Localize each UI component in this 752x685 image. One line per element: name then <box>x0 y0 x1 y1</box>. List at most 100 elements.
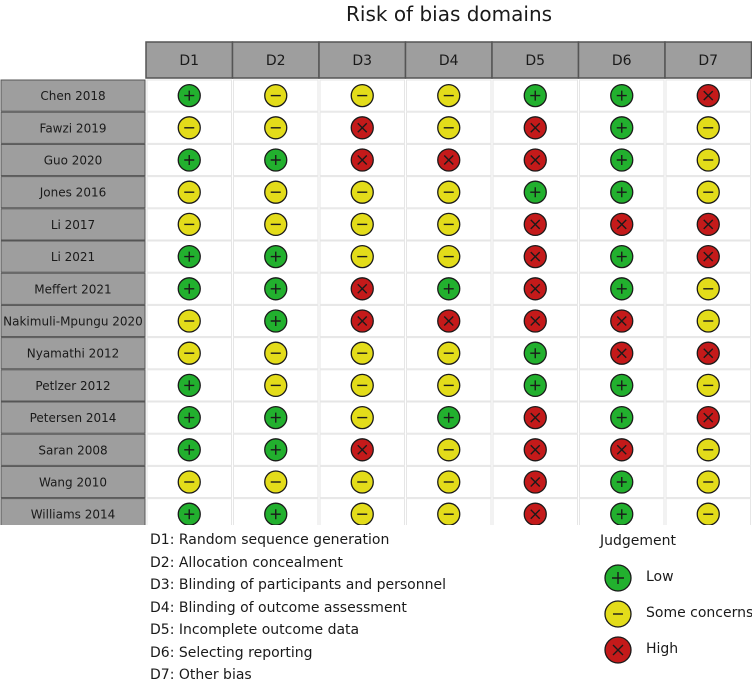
study-label-box <box>0 208 146 241</box>
plus-icon <box>530 380 541 391</box>
cross-icon <box>703 251 714 262</box>
legend-label-low: Low <box>646 569 674 585</box>
study-label: Nyamathi 2012 <box>27 347 119 361</box>
cross-icon <box>703 219 714 230</box>
study-label-box <box>0 143 146 177</box>
study-label: Fawzi 2019 <box>40 121 107 135</box>
plus-icon <box>270 412 281 423</box>
cross-icon <box>616 219 627 230</box>
domain-definition: D4: Blinding of outcome assessment <box>150 599 407 616</box>
plus-icon <box>270 509 281 520</box>
cross-icon <box>530 219 541 230</box>
study-label: Petlzer 2012 <box>35 379 110 393</box>
study-label: Chen 2018 <box>40 89 105 103</box>
cross-icon <box>443 316 454 326</box>
domain-header-6 <box>577 41 666 79</box>
domain-header-label: D5 <box>525 53 545 69</box>
plus-icon <box>184 509 195 520</box>
study-label-box <box>0 304 146 338</box>
domain-header-label: D2 <box>266 53 286 69</box>
cross-icon <box>443 155 454 165</box>
plus-icon <box>184 283 195 294</box>
cross-icon <box>530 444 541 455</box>
study-label-box <box>0 433 146 466</box>
domain-header-2 <box>231 41 320 79</box>
cross-icon <box>357 283 368 294</box>
study-label-box <box>0 111 146 144</box>
domain-header-4 <box>404 41 493 79</box>
plus-icon <box>270 155 281 165</box>
domain-definition: D1: Random sequence generation <box>150 532 390 548</box>
study-label: Li 2017 <box>51 218 95 232</box>
plus-icon <box>616 122 627 133</box>
study-label: Wang 2010 <box>39 476 107 490</box>
legend-label-high: High <box>646 641 679 657</box>
study-label-box <box>0 369 146 402</box>
cross-icon <box>530 283 541 294</box>
cross-icon <box>530 477 541 487</box>
cross-icon <box>616 444 627 455</box>
chart-title: Risk of bias domains <box>346 2 553 26</box>
study-label-box <box>0 240 146 273</box>
plus-icon <box>616 155 627 165</box>
legend-title: Judgement <box>600 533 677 549</box>
legend-swatch-low <box>604 564 632 592</box>
study-label-box <box>0 401 146 434</box>
plus-icon <box>443 412 454 423</box>
study-label: Nakimuli-Mpungu 2020 <box>3 315 143 329</box>
domain-definition: D2: Allocation concealment <box>150 554 343 571</box>
plus-icon <box>184 90 195 101</box>
plus-icon <box>530 90 541 101</box>
study-label-box <box>0 79 146 112</box>
domain-header-label: D6 <box>612 53 632 69</box>
cross-icon <box>530 251 541 262</box>
plus-icon <box>530 348 541 359</box>
domain-definition: D7: Other bias <box>150 667 252 683</box>
plus-icon <box>184 444 195 455</box>
study-label: Guo 2020 <box>44 154 103 168</box>
plus-icon <box>184 412 195 423</box>
study-label-box <box>0 465 146 499</box>
cross-icon <box>616 348 627 359</box>
cross-icon <box>357 155 368 165</box>
cross-icon <box>530 509 541 520</box>
cross-icon <box>616 316 627 326</box>
study-label: Meffert 2021 <box>34 282 111 296</box>
cross-icon <box>357 316 368 326</box>
plus-icon <box>616 509 627 520</box>
domain-definition: D3: Blinding of participants and personn… <box>150 577 446 593</box>
study-label-box <box>0 272 146 305</box>
cross-icon <box>530 412 541 423</box>
domain-header-3 <box>318 41 407 79</box>
plus-icon <box>184 155 195 165</box>
cross-icon <box>703 348 714 359</box>
plus-icon <box>270 251 281 262</box>
cross-icon <box>530 316 541 326</box>
cross-icon <box>357 444 368 455</box>
study-label: Petersen 2014 <box>30 411 117 425</box>
legend-label-some: Some concerns <box>646 605 752 621</box>
plus-icon <box>616 477 627 487</box>
plus-icon <box>616 380 627 391</box>
plus-icon <box>184 251 195 262</box>
cross-icon <box>703 90 714 101</box>
study-label: Jones 2016 <box>39 186 106 200</box>
plus-icon <box>270 283 281 294</box>
domain-header-label: D3 <box>352 53 372 69</box>
legend-swatch-high <box>604 636 632 664</box>
plus-icon <box>616 412 627 423</box>
cross-icon <box>703 412 714 423</box>
study-label-box <box>0 337 146 370</box>
cross-icon <box>530 122 541 133</box>
study-label-box <box>0 176 146 209</box>
plus-icon <box>616 187 627 198</box>
plus-icon <box>443 283 454 294</box>
domain-header-label: D7 <box>698 53 718 69</box>
cross-icon <box>357 122 368 133</box>
study-label: Saran 2008 <box>38 443 107 457</box>
domain-header-label: D4 <box>439 53 459 69</box>
domain-header-label: D1 <box>179 53 199 69</box>
study-label: Li 2021 <box>51 250 95 264</box>
domain-definition: D6: Selecting reporting <box>150 644 313 661</box>
domain-definition: D5: Incomplete outcome data <box>150 622 360 638</box>
